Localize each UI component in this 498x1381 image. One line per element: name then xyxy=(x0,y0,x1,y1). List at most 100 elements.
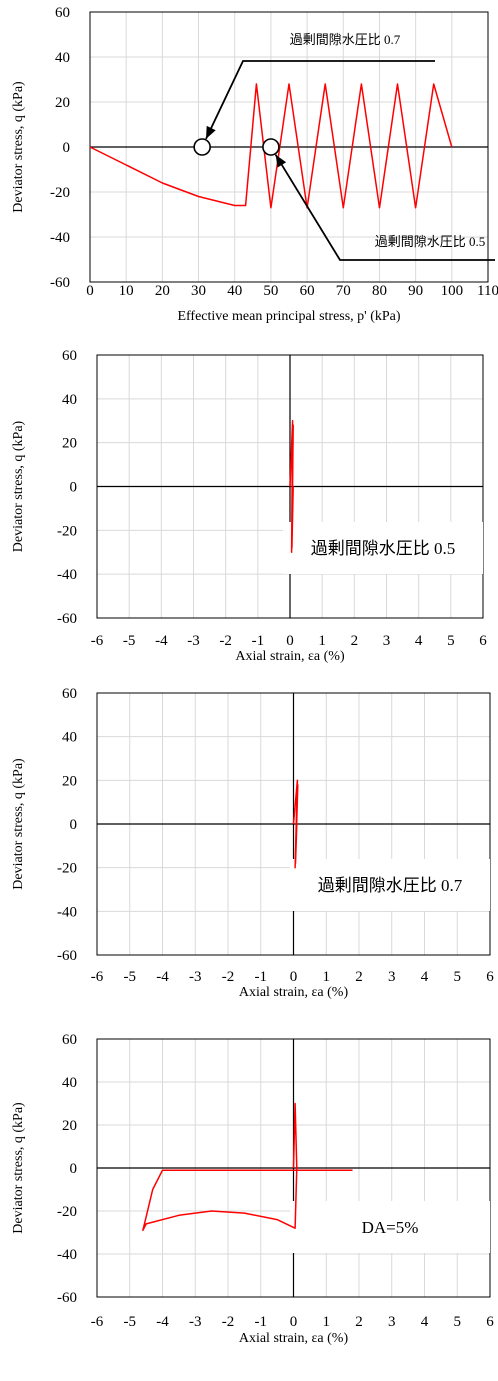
y-tick-label: -40 xyxy=(50,230,70,246)
x-axis-label: Axial strain, εa (%) xyxy=(239,985,349,1000)
annotation-arrowhead xyxy=(206,125,216,139)
annotation-leader-line xyxy=(205,60,435,140)
x-tick-label: 4 xyxy=(421,969,429,985)
y-axis-label: Deviator stress, q (kPa) xyxy=(11,420,26,552)
x-axis-label: Axial strain, εa (%) xyxy=(239,1331,349,1346)
y-tick-label: -20 xyxy=(57,1204,77,1220)
x-tick-label: -5 xyxy=(123,633,136,649)
y-tick-label: 20 xyxy=(62,436,77,452)
y-tick-label: 20 xyxy=(62,1118,77,1134)
x-tick-label: 70 xyxy=(336,283,351,299)
x-tick-label: 5 xyxy=(454,969,462,985)
x-tick-label: -3 xyxy=(189,969,202,985)
series-line-0 xyxy=(142,1102,353,1232)
y-tick-label: 40 xyxy=(62,392,77,408)
y-tick-label: -20 xyxy=(50,185,70,201)
y-tick-label: 40 xyxy=(62,1075,77,1091)
x-tick-label: 3 xyxy=(388,969,396,985)
chart-panel-4: -60 -40 -20 0 20 40 60 -6 -5 -4 -3 -2 -1 0 1 2 3 4 5 6 Axial… xyxy=(0,1014,498,1381)
x-tick-label: -1 xyxy=(255,969,268,985)
x-tick-label: 2 xyxy=(351,633,359,649)
x-axis-label: Axial strain, εa (%) xyxy=(235,649,345,664)
y-tick-label: -60 xyxy=(50,275,70,291)
x-tick-label: -1 xyxy=(255,1314,268,1330)
y-tick-label: -20 xyxy=(57,861,77,877)
x-tick-label: -6 xyxy=(91,969,104,985)
y-axis-label: Deviator stress, q (kPa) xyxy=(11,1102,26,1234)
y-tick-label: -60 xyxy=(57,611,77,627)
x-tick-label: 1 xyxy=(323,1314,331,1330)
x-tick-label: -4 xyxy=(156,1314,169,1330)
annotation-marker-circle xyxy=(193,138,211,156)
x-tick-label: 6 xyxy=(479,633,487,649)
annotation-label: 過剰間隙水圧比 0.7 xyxy=(290,32,401,47)
x-tick-label: 4 xyxy=(421,1314,429,1330)
y-axis-label: Deviator stress, q (kPa) xyxy=(11,758,26,890)
x-tick-label: 60 xyxy=(300,283,315,299)
annotation-label: 過剰間隙水圧比 0.5 xyxy=(375,234,486,249)
x-tick-label: 5 xyxy=(447,633,455,649)
y-tick-label: 40 xyxy=(55,50,70,66)
y-tick-label: -20 xyxy=(57,523,77,539)
x-tick-label: 6 xyxy=(486,1314,494,1330)
y-tick-label: 0 xyxy=(63,140,71,156)
label-box-bg xyxy=(283,522,483,574)
chart-panel-2: -60 -40 -20 0 20 40 60 -6 -5 -4 -3 -2 -1 0 1 2 3 4 5 6 Axial… xyxy=(0,338,498,673)
series-line-0 xyxy=(289,420,294,554)
x-tick-label: 100 xyxy=(441,283,464,299)
chart-2: -60 -40 -20 0 20 40 60 -6 -5 -4 -3 -2 -1 0 1 2 3 4 5 6 Axial… xyxy=(11,348,487,664)
label-box-bg xyxy=(290,1201,490,1253)
y-tick-label: 40 xyxy=(62,730,77,746)
chart-3: -60 -40 -20 0 20 40 60 -6 -5 -4 -3 -2 -1 0 1 2 3 4 5 6 Axial… xyxy=(11,686,494,1000)
x-tick-label: 0 xyxy=(290,1314,298,1330)
y-axis-label: Deviator stress, q (kPa) xyxy=(11,81,26,213)
x-tick-label: 10 xyxy=(119,283,134,299)
x-tick-label: 80 xyxy=(372,283,387,299)
series-line-0 xyxy=(89,83,453,209)
x-tick-label: 3 xyxy=(388,1314,396,1330)
y-tick-label: 0 xyxy=(70,1161,78,1177)
x-tick-label: -1 xyxy=(252,633,265,649)
x-tick-label: 0 xyxy=(290,969,298,985)
x-tick-label: 6 xyxy=(486,969,494,985)
label-box-text: DA=5% xyxy=(362,1218,419,1237)
chart-4: -60 -40 -20 0 20 40 60 -6 -5 -4 -3 -2 -1 0 1 2 3 4 5 6 Axial… xyxy=(11,1032,494,1346)
y-tick-label: 0 xyxy=(70,817,78,833)
x-tick-label: -6 xyxy=(91,633,104,649)
label-box-text: 過剰間隙水圧比 0.7 xyxy=(318,876,463,895)
x-tick-label: 5 xyxy=(454,1314,462,1330)
x-tick-label: 0 xyxy=(286,633,294,649)
x-tick-label: -2 xyxy=(222,1314,235,1330)
annotation-leader-line xyxy=(274,154,495,261)
annotation-marker-circle xyxy=(262,138,280,156)
y-tick-label: 20 xyxy=(62,773,77,789)
y-tick-label: 60 xyxy=(62,686,77,702)
x-tick-label: -5 xyxy=(124,1314,137,1330)
y-tick-label: 20 xyxy=(55,95,70,111)
label-box-bg xyxy=(290,859,490,911)
annotation-arrowhead xyxy=(275,154,287,168)
x-tick-label: -2 xyxy=(219,633,232,649)
x-axis-label: Effective mean principal stress, p' (kPa… xyxy=(177,309,400,324)
chart-panel-3: -60 -40 -20 0 20 40 60 -6 -5 -4 -3 -2 -1 0 1 2 3 4 5 6 Axial… xyxy=(0,676,498,1011)
x-tick-label: 110 xyxy=(477,283,498,299)
x-tick-label: -2 xyxy=(222,969,235,985)
x-tick-label: -4 xyxy=(155,633,168,649)
x-tick-label: -5 xyxy=(124,969,137,985)
x-tick-label: -3 xyxy=(187,633,200,649)
x-tick-label: 3 xyxy=(383,633,391,649)
x-tick-label: -6 xyxy=(91,1314,104,1330)
x-tick-label: 90 xyxy=(408,283,423,299)
x-tick-label: 0 xyxy=(86,283,94,299)
y-tick-label: -40 xyxy=(57,904,77,920)
chart-1: -60 -40 -20 0 20 40 60 0 10 20 30 40 50 60 70 80 90 100 11… xyxy=(11,5,498,324)
y-tick-label: -40 xyxy=(57,1247,77,1263)
x-tick-label: 30 xyxy=(191,283,206,299)
label-box-text: 過剰間隙水圧比 0.5 xyxy=(311,539,456,558)
y-tick-label: 0 xyxy=(70,480,78,496)
x-tick-label: 1 xyxy=(318,633,326,649)
x-tick-label: 40 xyxy=(227,283,242,299)
y-tick-label: -40 xyxy=(57,567,77,583)
y-tick-label: 60 xyxy=(62,1032,77,1048)
x-tick-label: 50 xyxy=(263,283,278,299)
